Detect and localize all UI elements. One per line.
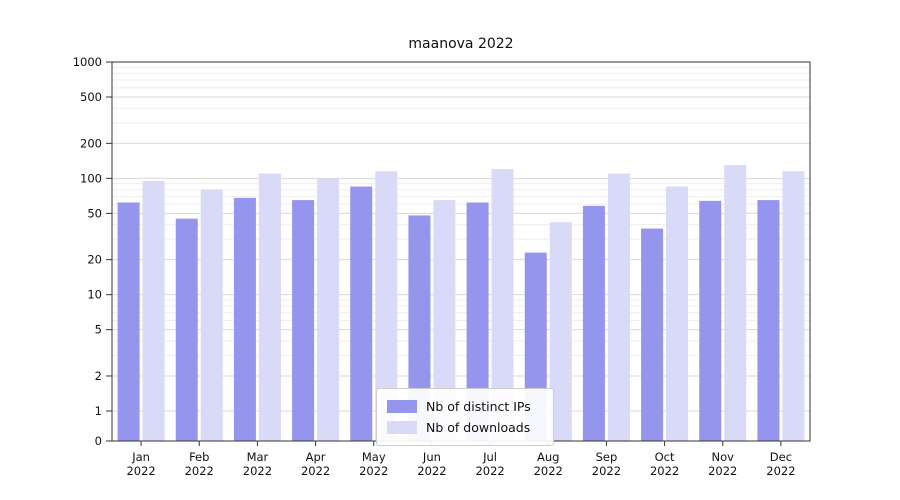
y-tick-label: 10 bbox=[87, 288, 102, 302]
x-tick-label-month: Apr bbox=[306, 450, 326, 464]
bar-downloads bbox=[375, 171, 398, 441]
bar-series bbox=[117, 165, 805, 442]
legend-label-distinct-ips: Nb of distinct IPs bbox=[426, 399, 531, 414]
y-tick-label: 0 bbox=[95, 434, 102, 448]
bar-downloads bbox=[782, 171, 805, 441]
y-tick-label: 1 bbox=[95, 404, 102, 418]
x-tick-label-month: Nov bbox=[712, 450, 735, 464]
legend-swatch-distinct-ips bbox=[387, 400, 417, 413]
gridlines-major bbox=[112, 61, 810, 412]
legend-swatch-downloads bbox=[387, 421, 417, 434]
x-tick-label-year: 2022 bbox=[126, 464, 155, 478]
x-axis-tick-labels: Jan2022Feb2022Mar2022Apr2022May2022Jun20… bbox=[126, 441, 796, 478]
bar-distinct-ips bbox=[175, 218, 198, 441]
bar-distinct-ips bbox=[233, 197, 256, 441]
y-axis-tick-labels: 0 1 2 5 10 20 50 100 200 500 1000 bbox=[73, 55, 112, 448]
x-tick-label-month: Jan bbox=[131, 450, 150, 464]
bar-downloads bbox=[666, 186, 689, 441]
bar-distinct-ips bbox=[408, 215, 431, 441]
x-tick-label-month: Jun bbox=[422, 450, 441, 464]
bar-distinct-ips bbox=[641, 228, 664, 441]
x-tick-label-month: Mar bbox=[247, 450, 269, 464]
x-tick-label-month: Dec bbox=[770, 450, 792, 464]
x-tick-label-year: 2022 bbox=[359, 464, 388, 478]
bar-distinct-ips bbox=[466, 202, 489, 441]
bar-distinct-ips bbox=[350, 186, 373, 441]
bar-downloads bbox=[258, 173, 281, 441]
x-tick-label-year: 2022 bbox=[301, 464, 330, 478]
bar-distinct-ips bbox=[292, 200, 315, 441]
legend-item-downloads: Nb of downloads bbox=[387, 417, 543, 438]
x-tick-label-month: Jul bbox=[482, 450, 497, 464]
bar-downloads bbox=[200, 189, 223, 441]
bar-downloads bbox=[317, 178, 340, 442]
y-tick-label: 1000 bbox=[73, 55, 102, 69]
y-tick-label: 20 bbox=[87, 253, 102, 267]
legend-label-downloads: Nb of downloads bbox=[426, 420, 531, 435]
bar-distinct-ips bbox=[757, 200, 780, 441]
x-tick-label-year: 2022 bbox=[534, 464, 563, 478]
gridlines-minor bbox=[112, 66, 810, 356]
chart-title: maanova 2022 bbox=[408, 36, 513, 52]
x-tick-label-year: 2022 bbox=[708, 464, 737, 478]
x-tick-label-year: 2022 bbox=[243, 464, 272, 478]
x-tick-label-month: Oct bbox=[655, 450, 675, 464]
bar-distinct-ips bbox=[699, 200, 722, 441]
bar-downloads bbox=[433, 200, 456, 441]
y-tick-label: 200 bbox=[80, 136, 102, 150]
x-tick-label-year: 2022 bbox=[650, 464, 679, 478]
bar-downloads bbox=[724, 165, 747, 441]
legend-item-distinct-ips: Nb of distinct IPs bbox=[387, 396, 543, 417]
bar-downloads bbox=[491, 169, 514, 441]
x-tick-label-month: May bbox=[362, 450, 386, 464]
y-tick-label: 500 bbox=[80, 90, 102, 104]
x-tick-label-month: Sep bbox=[596, 450, 618, 464]
bar-distinct-ips bbox=[117, 202, 140, 441]
bar-downloads bbox=[549, 222, 572, 441]
y-tick-label: 50 bbox=[87, 206, 102, 220]
x-tick-label-year: 2022 bbox=[766, 464, 795, 478]
x-tick-label-year: 2022 bbox=[417, 464, 446, 478]
x-tick-label-month: Aug bbox=[537, 450, 559, 464]
y-tick-label: 100 bbox=[80, 171, 102, 185]
bar-distinct-ips bbox=[582, 205, 605, 441]
legend: Nb of distinct IPs Nb of downloads bbox=[376, 388, 554, 446]
y-tick-label: 5 bbox=[95, 323, 102, 337]
bar-downloads bbox=[142, 180, 165, 442]
x-tick-label-year: 2022 bbox=[475, 464, 504, 478]
x-tick-label-year: 2022 bbox=[592, 464, 621, 478]
x-tick-label-year: 2022 bbox=[185, 464, 214, 478]
x-tick-label-month: Feb bbox=[189, 450, 209, 464]
bar-downloads bbox=[607, 173, 630, 441]
y-tick-label: 2 bbox=[95, 369, 102, 383]
